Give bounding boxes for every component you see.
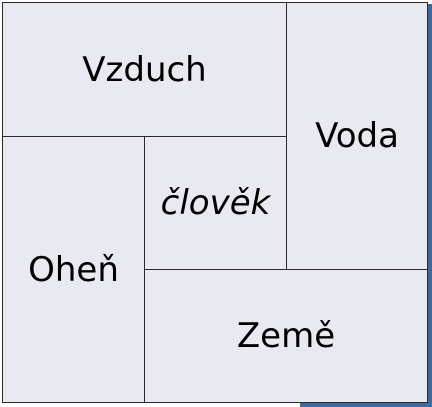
label-human: člověk <box>160 183 271 223</box>
cell-earth: Země <box>145 270 427 402</box>
cell-water: Voda <box>287 3 427 269</box>
cell-fire: Oheň <box>3 137 144 402</box>
label-water: Voda <box>315 116 399 156</box>
label-air: Vzduch <box>82 49 207 90</box>
frame-shadow-bottom <box>300 403 432 407</box>
label-earth: Země <box>236 316 336 356</box>
label-fire: Oheň <box>28 249 119 290</box>
cell-air: Vzduch <box>3 3 286 136</box>
divider-lower-horizontal <box>144 269 427 270</box>
cell-human: člověk <box>145 137 286 269</box>
divider-upper-horizontal <box>3 136 287 137</box>
elements-diagram: Vzduch Voda člověk Oheň Země <box>2 2 428 403</box>
frame-shadow-right <box>428 4 432 407</box>
